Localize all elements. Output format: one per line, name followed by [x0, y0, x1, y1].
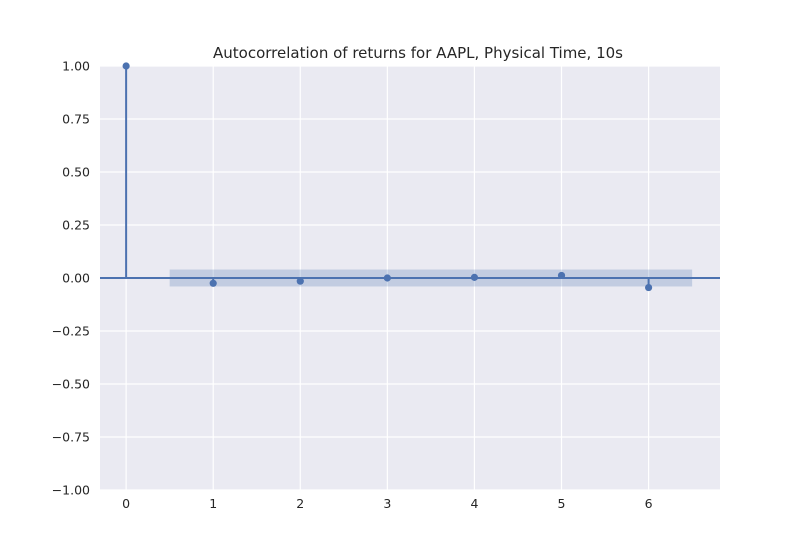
y-axis-ticks: 1.00 0.75 0.50 0.25 0.00 −0.25 −0.50 −0.75 −1.00 — [52, 59, 90, 498]
x-tick-label: 4 — [470, 496, 478, 511]
y-tick-label: 0.50 — [62, 165, 90, 180]
acf-point — [470, 273, 479, 281]
acf-point — [383, 274, 391, 282]
acf-point — [557, 271, 566, 280]
y-tick-label: 0.25 — [62, 218, 90, 233]
acf-point — [209, 279, 217, 287]
y-tick-label: −0.75 — [52, 430, 90, 445]
stem-layer — [100, 62, 720, 292]
x-tick-label: 0 — [122, 496, 130, 511]
y-tick-label: 0.00 — [62, 271, 90, 286]
x-tick-label: 2 — [296, 496, 304, 511]
acf-point — [644, 283, 653, 292]
y-tick-label: 0.75 — [62, 112, 90, 127]
acf-point — [296, 277, 304, 285]
y-tick-label: 1.00 — [62, 59, 90, 74]
chart-title: Autocorrelation of returns for AAPL, Phy… — [213, 44, 623, 62]
x-tick-label: 3 — [383, 496, 391, 511]
y-tick-label: −0.50 — [52, 377, 90, 392]
x-tick-label: 6 — [645, 496, 653, 511]
x-tick-label: 1 — [209, 496, 217, 511]
y-tick-label: −1.00 — [52, 483, 90, 498]
acf-point — [122, 62, 130, 70]
y-tick-label: −0.25 — [52, 324, 90, 339]
x-tick-label: 5 — [558, 496, 566, 511]
x-axis-ticks: 0 1 2 3 4 5 6 — [122, 496, 652, 511]
